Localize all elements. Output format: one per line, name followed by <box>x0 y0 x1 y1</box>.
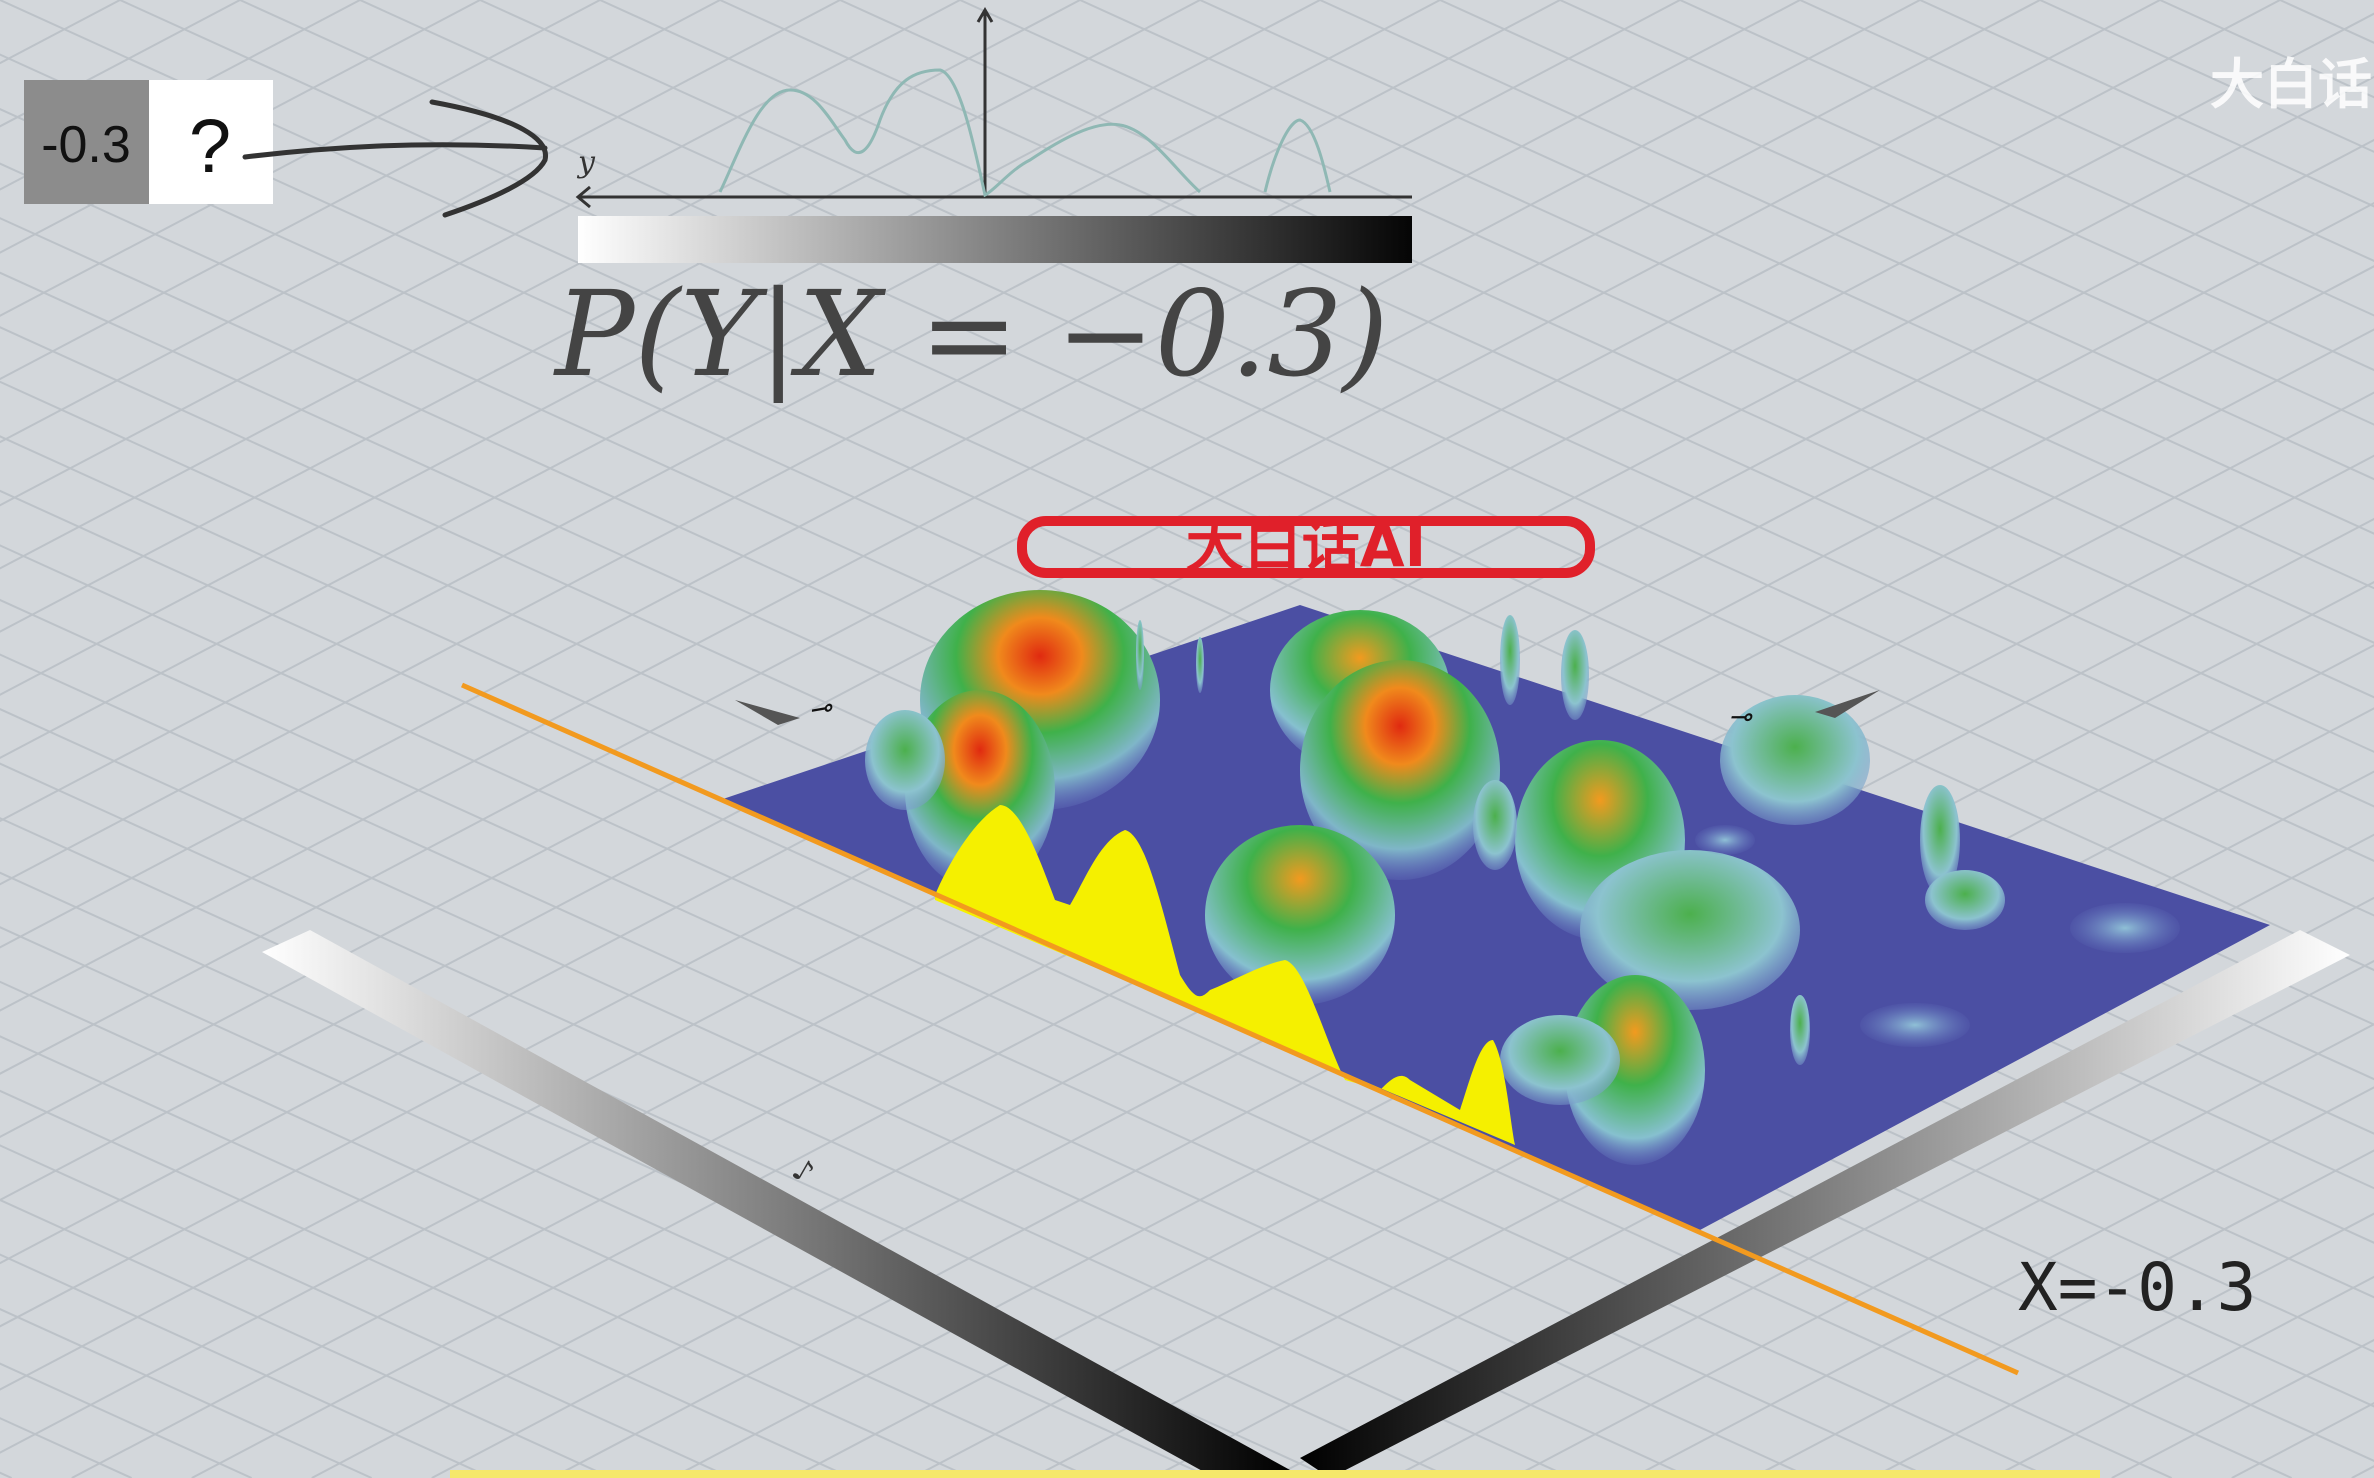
input-value: -0.3 <box>41 116 131 174</box>
colorbar <box>578 216 1412 263</box>
svg-text:⊸: ⊸ <box>805 690 835 727</box>
floor-colorbar-left <box>262 930 1290 1478</box>
unknown-output: ? <box>189 104 231 189</box>
conditional-slice <box>935 805 1515 1145</box>
floor-colorbar-right <box>1300 930 2350 1478</box>
marginal-curve <box>718 68 1332 198</box>
svg-text:⊸: ⊸ <box>1728 700 1753 733</box>
direction-arrow-icon <box>735 700 800 725</box>
corner-watermark: 大白话 <box>2210 53 2372 116</box>
logo-text: 大白话AI <box>1186 512 1426 580</box>
curved-arrow-icon <box>242 99 549 218</box>
marginal-curve-plot <box>575 7 1412 209</box>
slice-label: X=-0.3 <box>2018 1249 2256 1326</box>
logo-badge <box>1017 516 1595 578</box>
density-hills <box>865 590 2180 1165</box>
conditional-formula: P(Y|X = −0.3) <box>553 265 1389 403</box>
input-value-box <box>24 80 149 204</box>
unknown-output-box <box>149 80 273 204</box>
direction-arrow-icon <box>1815 690 1880 718</box>
slice-line <box>460 682 2020 1376</box>
svg-text:♪: ♪ <box>786 1152 820 1192</box>
bottom-highlight <box>450 1470 2100 1478</box>
curve-axis-label: y <box>576 145 596 180</box>
